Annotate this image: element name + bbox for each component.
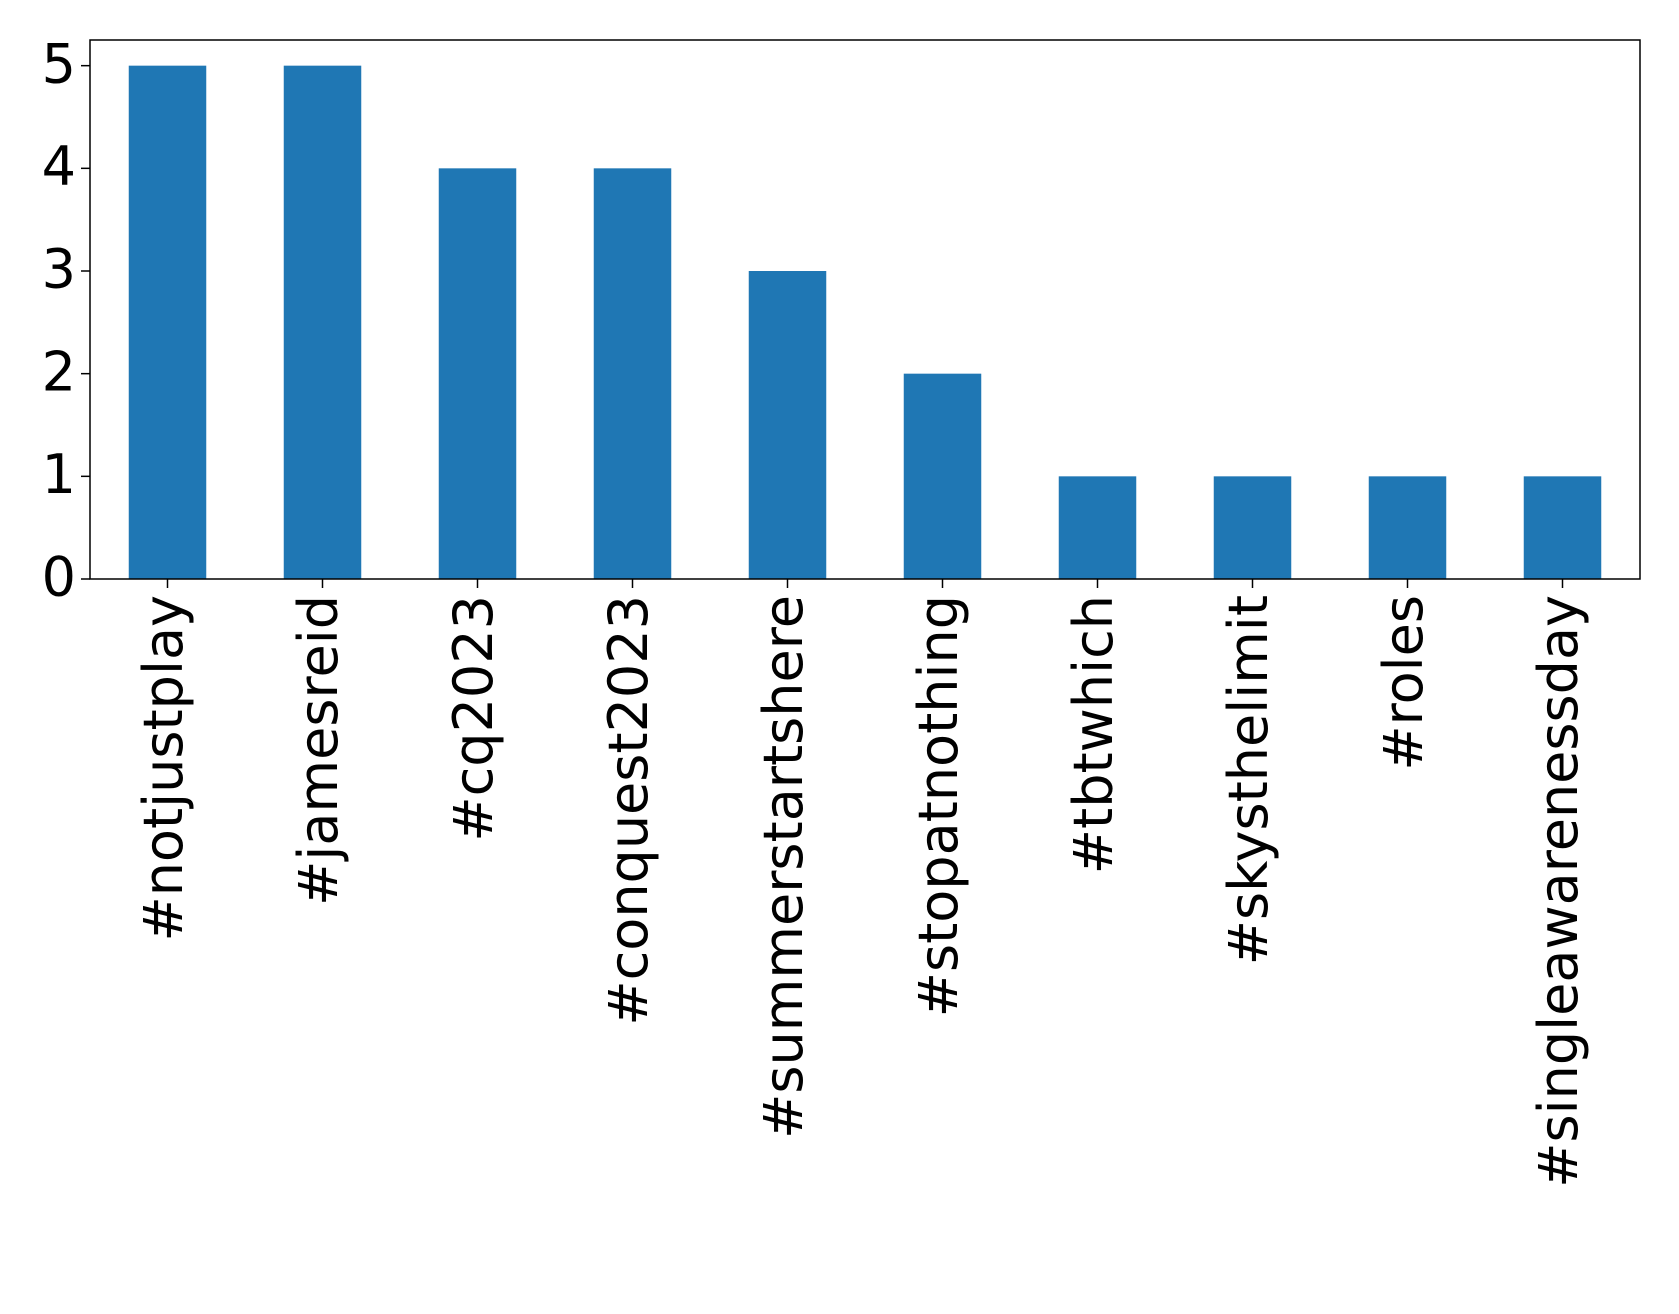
bar (1058, 476, 1137, 579)
bar (1368, 476, 1447, 579)
bar (1213, 476, 1292, 579)
bar (438, 168, 517, 580)
bar (128, 65, 207, 579)
x-tick-label: #singleawarenessday (1527, 595, 1590, 1188)
x-tick-label: #tbtwhich (1062, 595, 1125, 874)
bar (1523, 476, 1602, 579)
plot-frame (89, 39, 1641, 580)
x-tick-label: #summerstartshere (752, 595, 815, 1139)
x-tick-label: #conquest2023 (597, 595, 660, 1026)
bar (283, 65, 362, 579)
x-tick-label: #stopatnothing (907, 595, 970, 1017)
bar (903, 373, 982, 579)
bar (748, 271, 827, 579)
x-tick-label: #roles (1372, 595, 1435, 771)
y-tick-label: 4 (42, 135, 76, 198)
x-tick-label: #skysthelimit (1217, 595, 1280, 965)
y-tick-label: 0 (42, 546, 76, 609)
y-tick-label: 1 (42, 443, 76, 506)
x-tick-label: #cq2023 (442, 595, 505, 842)
y-tick-label: 5 (42, 32, 76, 95)
y-tick-label: 2 (42, 340, 76, 403)
bar (593, 168, 672, 580)
y-tick-label: 3 (42, 238, 76, 301)
x-tick-label: #jamesreid (287, 595, 350, 906)
x-tick-label: #notjustplay (132, 595, 195, 942)
